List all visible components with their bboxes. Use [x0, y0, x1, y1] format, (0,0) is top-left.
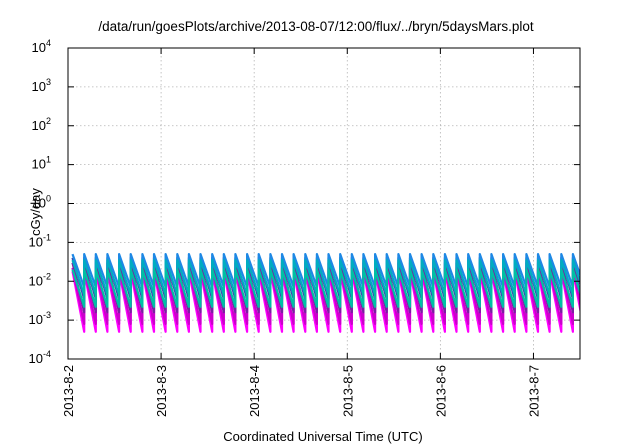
y-tick-label: 10-1 — [29, 232, 51, 249]
x-tick-label: 2013-8-5 — [340, 365, 355, 417]
y-tick-label: 101 — [32, 155, 51, 172]
y-tick-exponent: -4 — [43, 349, 51, 359]
y-tick-exponent: 3 — [46, 77, 51, 87]
y-axis-label: cGy/day — [28, 188, 43, 236]
plot-area — [71, 253, 580, 333]
y-tick-exponent: -3 — [43, 310, 51, 320]
y-tick-exponent: 4 — [46, 38, 51, 48]
x-tick-label: 2013-8-7 — [526, 365, 541, 417]
y-tick-exponent: 2 — [46, 116, 51, 126]
y-tick-label: 10-2 — [29, 271, 51, 288]
x-tick-label: 2013-8-2 — [61, 365, 76, 417]
y-tick-exponent: 1 — [46, 155, 51, 165]
chart-title: /data/run/goesPlots/archive/2013-08-07/1… — [98, 19, 533, 34]
series-line — [71, 268, 580, 308]
x-axis-label: Coordinated Universal Time (UTC) — [223, 429, 422, 444]
y-tick-exponent: 0 — [46, 194, 51, 204]
series-line — [71, 253, 580, 289]
y-tick-label: 10-3 — [29, 310, 51, 327]
x-tick-label: 2013-8-4 — [247, 365, 262, 417]
y-tick-exponent: -2 — [43, 271, 51, 281]
y-tick-label: 104 — [32, 38, 51, 55]
y-tick-label: 100 — [32, 194, 51, 211]
x-tick-label: 2013-8-3 — [154, 365, 169, 417]
y-tick-exponent: -1 — [43, 232, 51, 242]
y-tick-label: 10-4 — [29, 349, 51, 366]
series-line — [71, 259, 580, 296]
y-tick-label: 102 — [32, 116, 51, 133]
x-axis: 2013-8-2 2013-8-3 2013-8-4 2013-8-5 2013-8-6… — [61, 48, 541, 417]
x-tick-label: 2013-8-6 — [433, 365, 448, 417]
y-tick-label: 103 — [32, 77, 51, 94]
